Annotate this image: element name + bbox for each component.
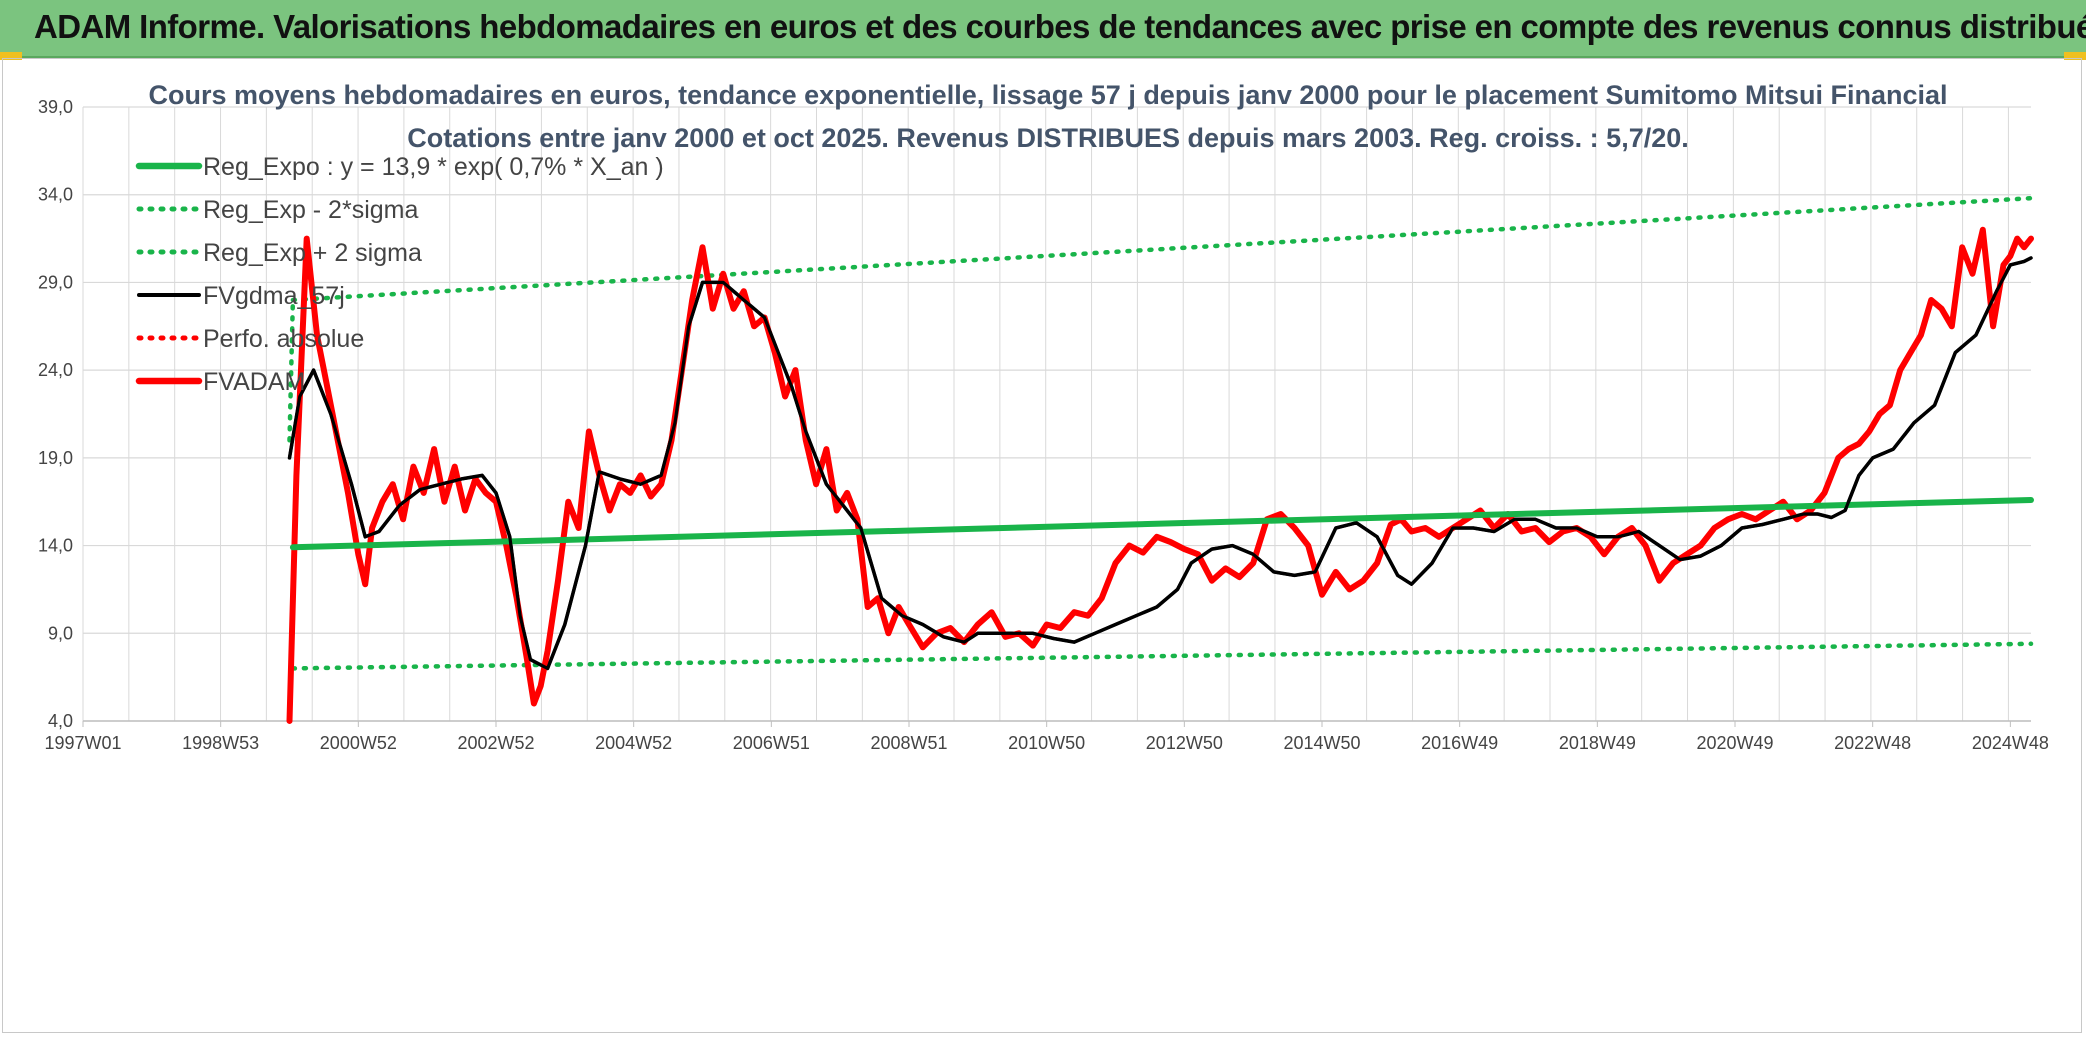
banner-corner-left [0, 52, 22, 60]
series-line [290, 195, 2034, 303]
series-line [287, 256, 2033, 671]
legend-label: FVADAM [203, 368, 305, 396]
y-tick-label: 4,0 [48, 711, 73, 731]
series-line [286, 226, 2034, 724]
y-tick-label: 24,0 [38, 360, 73, 380]
x-tick-label: 2004W52 [595, 733, 672, 753]
banner-title: ADAM Informe. Valorisations hebdomadaire… [34, 8, 2086, 45]
series-layer [286, 195, 2034, 724]
y-tick-label: 34,0 [38, 185, 73, 205]
chart-frame: 4,0 9,0 14,0 19,0 24,0 29,0 34,0 39,0 1997W01 19… [2, 58, 2082, 1033]
x-tick-label: 2012W50 [1146, 733, 1223, 753]
y-tick-label: 39,0 [38, 97, 73, 117]
legend-label: Reg_Exp - 2*sigma [203, 196, 418, 224]
banner-corner-right [2064, 52, 2086, 60]
x-tick-label: 2008W51 [870, 733, 947, 753]
series-line [289, 497, 2034, 551]
legend: Reg_Expo : y = 13,9 * exp( 0,7% * X_an )… [135, 153, 664, 396]
chart-title: Cours moyens hebdomadaires en euros, ten… [148, 80, 1947, 110]
line-chart: 4,09,014,019,024,029,034,039,0 1997W01 19… [38, 80, 2049, 753]
chart-subtitle: Cotations entre janv 2000 et oct 2025. R… [407, 123, 1689, 153]
legend-label: Reg_Expo : y = 13,9 * exp( 0,7% * X_an ) [203, 153, 664, 181]
x-tick-label: 2002W52 [457, 733, 534, 753]
x-tick-label: 2016W49 [1421, 733, 1498, 753]
legend-label: Reg_Exp + 2 sigma [203, 239, 422, 267]
x-tick-label: 2010W50 [1008, 733, 1085, 753]
series-line-smoothed [287, 256, 2032, 670]
x-tick-label: 2014W50 [1283, 733, 1360, 753]
report-banner: ADAM Informe. Valorisations hebdomadaire… [0, 0, 2086, 58]
x-tick-label: 2018W49 [1559, 733, 1636, 753]
x-tick-label: 2024W48 [1972, 733, 2049, 753]
gridlines [82, 106, 2031, 722]
x-tick-label: 1997W01 [44, 733, 121, 753]
series-line [290, 641, 2034, 671]
x-tick-label: 2022W48 [1834, 733, 1911, 753]
y-tick-label: 29,0 [38, 272, 73, 292]
y-tick-label: 14,0 [38, 536, 73, 556]
x-axis-ticks: 1997W01 1998W53 2000W52 2002W52 2004W52 2006W… [44, 721, 2049, 753]
x-tick-label: 1998W53 [182, 733, 259, 753]
legend-label: FVgdma_57j [203, 282, 345, 310]
y-axis-ticks: 4,0 9,0 14,0 19,0 24,0 29,0 34,0 39,0 [38, 97, 73, 731]
series-line-leadin [287, 297, 296, 443]
y-tick-label: 19,0 [38, 448, 73, 468]
x-tick-label: 2006W51 [733, 733, 810, 753]
x-tick-label: 2020W49 [1696, 733, 1773, 753]
y-tick-label: 9,0 [48, 623, 73, 643]
legend-label: Perfo. absolue [203, 325, 364, 353]
x-tick-label: 2000W52 [320, 733, 397, 753]
